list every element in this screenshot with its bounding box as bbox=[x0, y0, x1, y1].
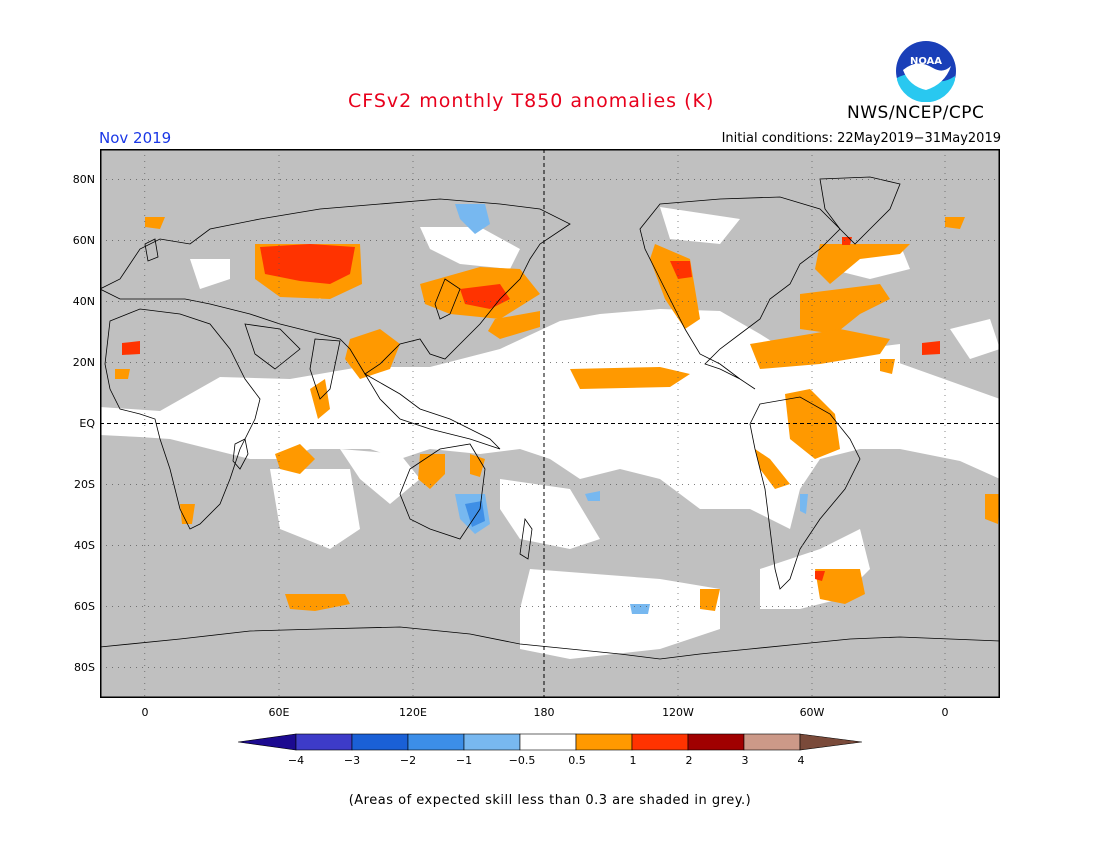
graticule bbox=[100, 149, 1000, 698]
colorbar-swatch bbox=[743, 733, 801, 751]
lat-label: 20S bbox=[74, 478, 95, 491]
colorbar-swatch bbox=[351, 733, 409, 751]
colorbar-label: 0.5 bbox=[568, 754, 586, 767]
lat-label: 80N bbox=[72, 173, 95, 186]
colorbar-swatch bbox=[519, 733, 577, 751]
colorbar-swatch bbox=[238, 733, 297, 751]
colorbar-swatch bbox=[463, 733, 521, 751]
noaa-logo: NOAA bbox=[896, 41, 956, 102]
lon-label: 0 bbox=[941, 706, 949, 719]
colorbar-label: −0.5 bbox=[508, 754, 536, 767]
warm-anomaly-05-1 bbox=[115, 217, 1000, 611]
colorbar-label: 2 bbox=[685, 754, 693, 767]
warm-anomaly-1-2 bbox=[122, 237, 940, 581]
anomaly-map bbox=[100, 149, 1000, 698]
map-title: CFSv2 monthly T850 anomalies (K) bbox=[348, 90, 715, 112]
colorbar-swatch bbox=[687, 733, 745, 751]
logo-text: NOAA bbox=[910, 56, 942, 67]
lat-label: 40S bbox=[74, 539, 95, 552]
agency-label: NWS/NCEP/CPC bbox=[847, 103, 985, 123]
colorbar-label: −1 bbox=[455, 754, 473, 767]
footnote: (Areas of expected skill less than 0.3 a… bbox=[348, 793, 752, 808]
colorbar-label: 3 bbox=[741, 754, 749, 767]
lat-label: 40N bbox=[72, 295, 95, 308]
lon-label: 60E bbox=[268, 706, 290, 719]
lon-label: 0 bbox=[141, 706, 149, 719]
forecast-month: Nov 2019 bbox=[99, 129, 172, 147]
reference-lines bbox=[100, 149, 1000, 698]
lat-label: 20N bbox=[72, 356, 95, 369]
colorbar-swatch bbox=[799, 733, 862, 751]
coastlines bbox=[100, 176, 1000, 660]
colorbar-label: 4 bbox=[797, 754, 805, 767]
colorbar-label: −2 bbox=[399, 754, 417, 767]
colorbar-label: −3 bbox=[343, 754, 361, 767]
colorbar-label: 1 bbox=[629, 754, 637, 767]
initial-conditions: Initial conditions: 22May2019−31May2019 bbox=[721, 131, 1001, 146]
colorbar-swatch bbox=[575, 733, 633, 751]
colorbar-swatch bbox=[407, 733, 465, 751]
lon-label: 60W bbox=[799, 706, 825, 719]
colorbar-label: −4 bbox=[287, 754, 305, 767]
colorbar-swatch bbox=[631, 733, 689, 751]
lat-label: 60S bbox=[74, 600, 95, 613]
lon-label: 120W bbox=[662, 706, 694, 719]
lat-label: 60N bbox=[72, 234, 95, 247]
lon-label: 180 bbox=[533, 706, 555, 719]
lat-label: EQ bbox=[79, 417, 95, 430]
lat-label: 80S bbox=[74, 661, 95, 674]
colorbar-swatch bbox=[295, 733, 353, 751]
colorbar bbox=[238, 733, 862, 751]
lon-label: 120E bbox=[399, 706, 427, 719]
